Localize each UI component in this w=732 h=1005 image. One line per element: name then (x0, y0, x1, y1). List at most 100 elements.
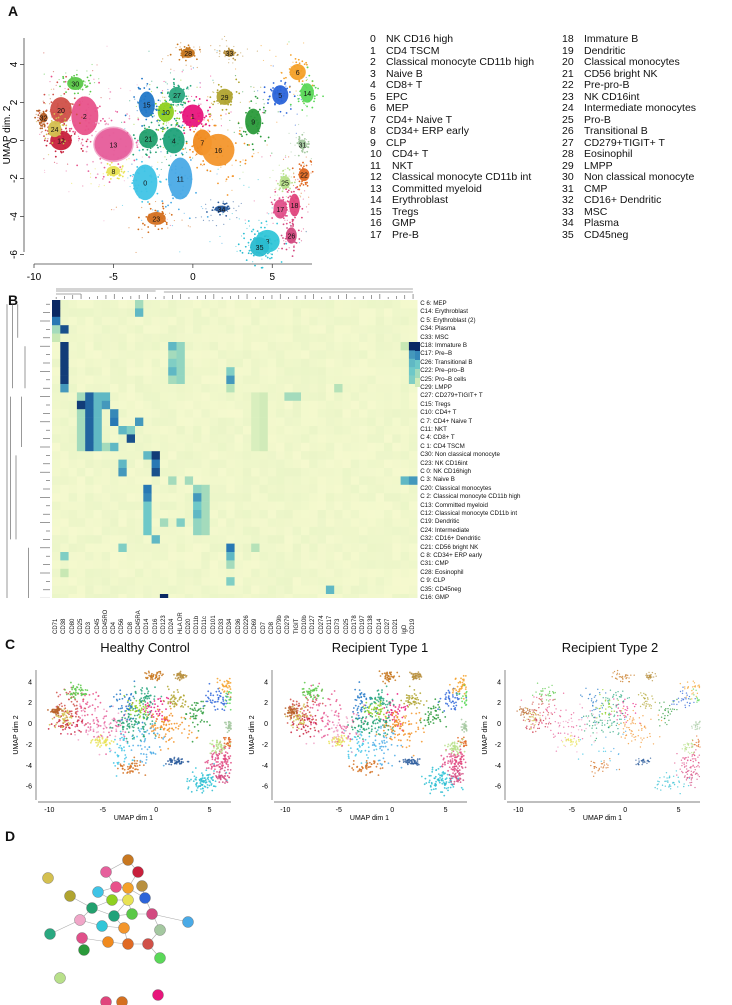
panel-c-ylabel: UMAP dim 2 (482, 715, 489, 754)
heatmap-cell (384, 417, 393, 427)
heatmap-cell (242, 501, 252, 511)
heatmap-cell (118, 518, 127, 528)
panel-c-xtick: 0 (390, 807, 394, 814)
heatmap-cell (251, 585, 260, 595)
panel-c-ytick: 2 (264, 700, 268, 707)
heatmap-cell (284, 526, 293, 536)
legend-item: 32 CD16+ Dendritic (562, 194, 732, 207)
legend-item-label: Classical monocytes (584, 56, 680, 68)
heatmap-cell (226, 316, 235, 326)
heatmap-cell (126, 350, 136, 360)
heatmap-cell (234, 468, 244, 477)
heatmap-cell (209, 501, 219, 511)
heatmap-cell (184, 300, 194, 309)
heatmap-row-label: C 0: NK CD16high (420, 468, 472, 475)
heatmap-cell (267, 476, 277, 486)
heatmap-cell (392, 552, 401, 561)
heatmap-cell (325, 493, 335, 502)
heatmap-cell (60, 501, 69, 511)
heatmap-cell (400, 526, 410, 536)
heatmap-cell (259, 392, 269, 402)
heatmap-cell (276, 367, 285, 376)
heatmap-cell (118, 409, 127, 418)
heatmap-cell (201, 552, 210, 561)
heatmap-cell (101, 484, 111, 494)
heatmap-cell (375, 543, 385, 553)
heatmap-cell (226, 342, 235, 351)
heatmap-cell (367, 476, 376, 486)
heatmap-cell (276, 459, 285, 469)
cluster-label: 4 (172, 139, 176, 146)
heatmap-cell (93, 560, 103, 570)
panel-a-xtick: -5 (109, 272, 118, 283)
heatmap-cell (251, 468, 260, 477)
heatmap-cell (359, 333, 368, 343)
cluster-label: 34 (218, 207, 226, 214)
heatmap-cell (118, 459, 127, 469)
heatmap-cell (93, 384, 103, 393)
heatmap-row-label: C 5: Erythroblast (2) (420, 316, 476, 324)
heatmap-cell (392, 468, 401, 477)
heatmap-cell (176, 308, 186, 318)
cluster-9: 9 (237, 95, 270, 151)
heatmap-cell (317, 325, 327, 334)
heatmap-cell (400, 409, 410, 418)
heatmap-cell (60, 560, 69, 570)
heatmap-cell (367, 300, 376, 309)
heatmap-cell (267, 501, 277, 511)
heatmap-cell (342, 510, 352, 519)
heatmap-cell (317, 426, 327, 435)
heatmap-cell (85, 384, 94, 393)
heatmap-cell (159, 518, 169, 528)
heatmap-cell (284, 358, 293, 368)
heatmap-cell (151, 316, 161, 326)
heatmap-cell (301, 493, 310, 502)
heatmap-cell (76, 568, 86, 578)
heatmap-row-label: C12: Classical monocyte CD11b int (420, 510, 518, 517)
heatmap-cell (292, 468, 302, 477)
heatmap-cell (201, 484, 210, 494)
heatmap-cell (118, 476, 127, 486)
heatmap-cell (52, 358, 61, 368)
heatmap-cell (292, 426, 302, 435)
heatmap-cell (68, 308, 78, 318)
heatmap-cell (267, 358, 277, 368)
cluster-label: 1 (191, 114, 195, 121)
legend-item: 25 Pro-B (562, 114, 732, 127)
heatmap-cell (375, 308, 385, 318)
heatmap-cell (101, 476, 111, 486)
heatmap-col-label: CD279 (285, 615, 292, 635)
heatmap-cell (143, 384, 152, 393)
heatmap-cell (52, 384, 61, 393)
heatmap-cell (276, 434, 285, 444)
heatmap-cell (110, 308, 119, 318)
heatmap-cell (284, 400, 293, 410)
heatmap-cell (135, 468, 144, 477)
heatmap-cell (209, 493, 219, 502)
heatmap-cell (334, 384, 343, 393)
heatmap-cell (76, 342, 86, 351)
heatmap-cell (359, 358, 368, 368)
heatmap-cell (135, 333, 144, 343)
heatmap-cell (408, 442, 418, 452)
heatmap-cell (159, 468, 169, 477)
heatmap-cell (317, 400, 327, 410)
heatmap-cell (359, 426, 368, 435)
heatmap-cell (350, 333, 360, 343)
heatmap-cell (209, 358, 219, 368)
heatmap-cell (226, 518, 235, 528)
heatmap-cell (85, 543, 94, 553)
heatmap-cell (317, 350, 327, 360)
heatmap-row-label: C13: Committed myeloid (420, 501, 488, 509)
heatmap-cell (168, 358, 177, 368)
heatmap-cell (218, 384, 227, 393)
heatmap-cell (151, 325, 161, 334)
heatmap-cell (408, 300, 418, 309)
heatmap-cell (342, 409, 352, 418)
heatmap-col-label: CD45 (94, 619, 101, 635)
heatmap-cell (143, 594, 152, 598)
heatmap-cell (60, 543, 69, 553)
heatmap-cell (276, 585, 285, 595)
heatmap-cell (400, 543, 410, 553)
heatmap-cell (392, 501, 401, 511)
